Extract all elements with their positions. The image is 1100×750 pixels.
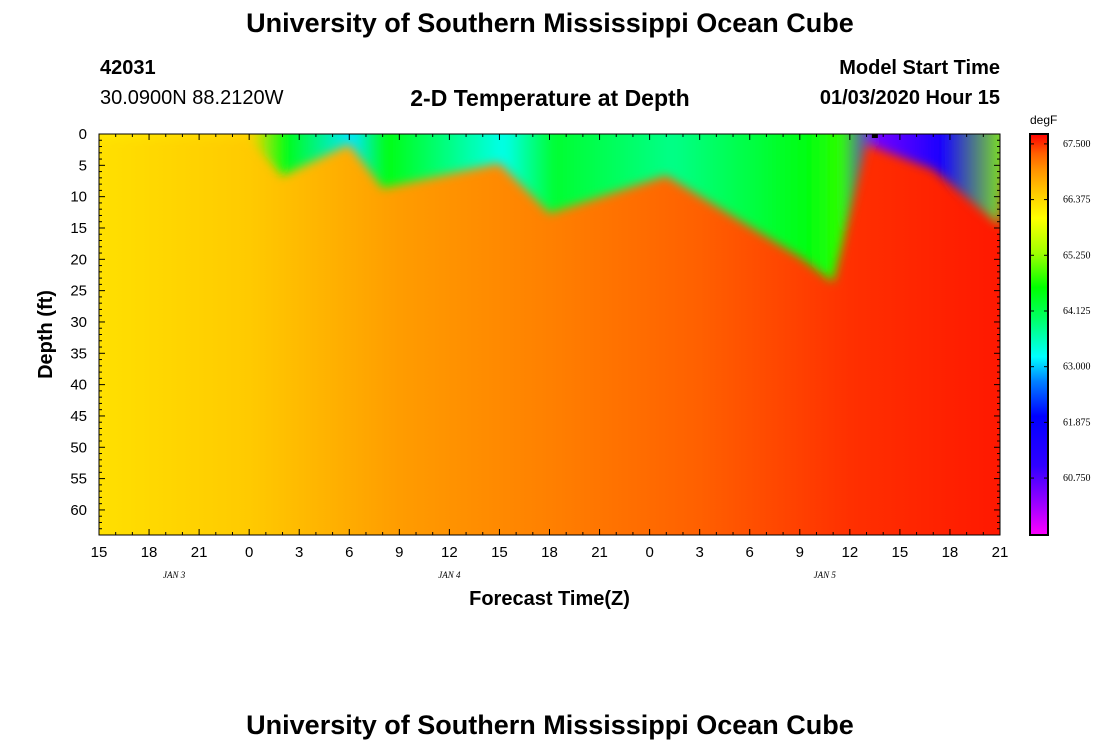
y-tick-label: 55 (70, 471, 87, 488)
page-footer-title: University of Southern Mississippi Ocean… (246, 710, 854, 740)
y-tick-label: 40 (70, 377, 87, 394)
x-tick-label: 12 (841, 544, 858, 561)
x-tick-label: 6 (345, 544, 353, 561)
y-axis-title: Depth (ft) (35, 290, 57, 379)
colorbar-tick-label: 65.250 (1063, 250, 1091, 261)
surface-marker (871, 134, 878, 138)
x-tick-label: 15 (491, 544, 508, 561)
x-tick-label: 15 (892, 544, 909, 561)
y-tick-label: 50 (70, 439, 87, 456)
y-axis: 0 5 10 15 20 25 30 35 40 45 50 55 60 (70, 126, 1000, 536)
colorbar-tick-label: 61.875 (1063, 417, 1091, 428)
x-tick-label: 12 (441, 544, 458, 561)
x-axis: 15 18 21 0 3 6 9 12 15 18 21 0 3 6 9 12 15 18 21 JAN 3 JAN 4… (91, 134, 1009, 580)
x-tick-label: 3 (295, 544, 303, 561)
x-tick-label: 0 (245, 544, 253, 561)
y-tick-label: 25 (70, 283, 87, 300)
plot-title: 2-D Temperature at Depth (410, 85, 690, 111)
y-tick-label: 30 (70, 314, 87, 331)
y-tick-label: 5 (79, 157, 87, 174)
colorbar-tick-label: 63.000 (1063, 362, 1091, 373)
colorbar-tick-label: 67.500 (1063, 139, 1091, 150)
colorbar-gradient (1029, 133, 1049, 536)
x-tick-label: 15 (91, 544, 108, 561)
surface-layer (99, 134, 1000, 283)
colorbar: 67.500 66.375 65.250 64.125 63.000 61.875 60.7… (1029, 133, 1091, 536)
y-tick-label: 35 (70, 345, 87, 362)
station-id: 42031 (100, 57, 156, 79)
y-tick-label: 15 (70, 220, 87, 237)
page-title: University of Southern Mississippi Ocean… (246, 8, 854, 38)
y-tick-label: 60 (70, 502, 87, 519)
x-tick-label: 3 (695, 544, 703, 561)
model-start-label: Model Start Time (839, 57, 1000, 79)
model-start-value: 01/03/2020 Hour 15 (819, 87, 1000, 109)
x-axis-title: Forecast Time(Z) (469, 588, 630, 610)
x-tick-label: 21 (591, 544, 608, 561)
y-tick-label: 10 (70, 189, 87, 206)
y-tick-label: 45 (70, 408, 87, 425)
x-date-label: JAN 5 (814, 570, 837, 580)
x-date-label: JAN 3 (163, 570, 186, 580)
x-tick-label: 18 (942, 544, 959, 561)
x-tick-label: 21 (191, 544, 208, 561)
y-tick-label: 0 (79, 126, 87, 143)
x-date-label: JAN 4 (438, 570, 461, 580)
colorbar-tick-label: 66.375 (1063, 195, 1091, 206)
x-tick-label: 18 (141, 544, 158, 561)
heatmap-area (99, 134, 1000, 535)
colorbar-tick-label: 64.125 (1063, 306, 1091, 317)
x-tick-label: 21 (992, 544, 1009, 561)
x-tick-label: 0 (645, 544, 653, 561)
colorbar-unit: degF (1030, 113, 1057, 127)
station-coordinates: 30.0900N 88.2120W (100, 87, 284, 109)
x-tick-label: 9 (395, 544, 403, 561)
colorbar-tick-label: 60.750 (1063, 473, 1091, 484)
x-tick-label: 18 (541, 544, 558, 561)
x-tick-label: 9 (796, 544, 804, 561)
x-tick-label: 6 (746, 544, 754, 561)
y-tick-label: 20 (70, 251, 87, 268)
